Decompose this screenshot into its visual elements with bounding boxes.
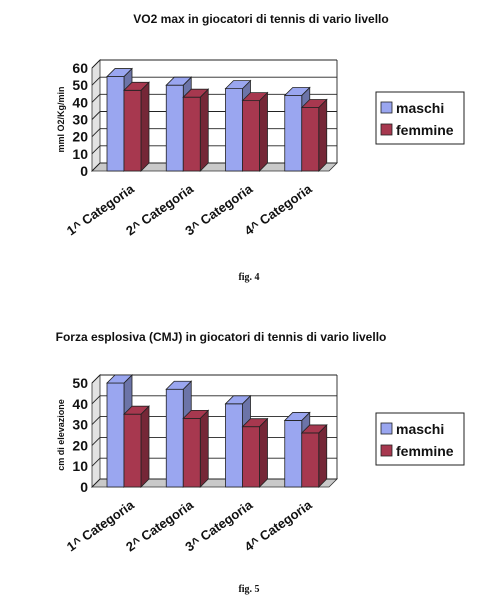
bar-top — [182, 88, 210, 98]
bar-top — [182, 409, 210, 419]
gridline-depth — [91, 457, 101, 467]
y-axis-label: mml O2/Kg/min — [56, 86, 66, 152]
bar-top — [300, 99, 328, 108]
gridline-depth — [91, 374, 101, 384]
bar-femmine — [123, 413, 142, 488]
y-tick-label: 0 — [80, 479, 88, 495]
bar-top — [283, 87, 311, 96]
bar-maschi — [165, 388, 184, 488]
y-tick-label: 20 — [72, 129, 88, 145]
bar-femmine — [301, 432, 320, 488]
gridline-depth — [91, 145, 101, 155]
y-axis-ticks: 0 10 20 30 40 50 — [72, 375, 88, 495]
bar-side — [259, 417, 268, 488]
legend-swatch — [380, 444, 393, 457]
bar-top — [106, 68, 133, 77]
y-axis-label: cm di elevazione — [56, 399, 66, 471]
legend-swatch — [380, 101, 393, 114]
gridline-depth — [91, 76, 101, 86]
bar-maschi — [284, 95, 303, 172]
bar-maschi — [284, 420, 303, 488]
y-tick-label: 40 — [72, 94, 88, 110]
bar-top — [224, 80, 252, 89]
y-tick-label: 10 — [72, 146, 88, 162]
bar-top — [300, 424, 328, 434]
bar-side — [140, 81, 150, 172]
x-category-label: 4^ Categoria — [242, 497, 315, 555]
bar-top — [224, 395, 252, 405]
legend-label: maschi — [396, 421, 444, 437]
bar-maschi — [225, 403, 243, 488]
bar-maschi — [225, 88, 243, 172]
bar-side — [140, 405, 150, 488]
gridline-depth — [91, 416, 101, 425]
bar-top — [283, 412, 311, 421]
y-tick-label: 50 — [72, 77, 88, 93]
y-tick-label: 30 — [72, 417, 88, 433]
bar-femmine — [242, 100, 260, 172]
chart-title: VO2 max in giocatori di tennis di vario … — [133, 12, 389, 26]
y-tick-label: 0 — [80, 163, 88, 179]
bar-maschi — [106, 76, 125, 172]
y-tick-label: 40 — [72, 396, 88, 412]
plot-area — [100, 375, 337, 479]
figure-caption: fig. 4 — [238, 272, 260, 283]
y-tick-label: 60 — [72, 60, 88, 76]
gridline-depth — [91, 128, 101, 137]
bar-top — [241, 92, 269, 102]
bar-top — [123, 405, 150, 415]
legend: maschi femmine — [375, 91, 465, 145]
bar-top — [106, 374, 133, 384]
bar-top — [165, 380, 193, 390]
y-tick-label: 20 — [72, 437, 88, 453]
bar-top — [123, 81, 150, 91]
gridline-depth — [91, 94, 101, 103]
bar-femmine — [182, 417, 201, 488]
gridline-depth — [91, 59, 101, 69]
legend-label: maschi — [396, 100, 444, 116]
legend-label: femmine — [396, 122, 454, 138]
bar-femmine — [182, 96, 201, 172]
legend-swatch — [380, 422, 393, 435]
bar-side — [318, 98, 328, 172]
bar-maschi — [106, 382, 125, 488]
bar-femmine — [123, 89, 142, 172]
legend: maschi femmine — [375, 412, 465, 466]
bar-side — [318, 423, 328, 488]
bar-femmine — [301, 107, 320, 172]
bar-femmine — [242, 426, 260, 488]
bar-side — [199, 409, 209, 488]
legend-label: femmine — [396, 443, 454, 459]
gridline-depth — [91, 437, 101, 446]
figure-caption: fig. 5 — [238, 584, 260, 595]
y-tick-label: 30 — [72, 112, 88, 128]
bar-side — [259, 91, 268, 172]
y-tick-label: 10 — [72, 458, 88, 474]
legend-swatch — [380, 123, 393, 136]
bar-top — [165, 76, 193, 86]
plot-side-wall — [91, 374, 101, 488]
gridline-depth — [91, 478, 101, 488]
gridline-depth — [91, 111, 101, 120]
bar-side — [199, 88, 209, 172]
gridline-depth — [91, 395, 101, 405]
chart-title: Forza esplosiva (CMJ) in giocatori di te… — [55, 330, 387, 344]
bar-maschi — [165, 84, 184, 172]
gridline-depth — [91, 162, 101, 172]
bar-top — [241, 418, 269, 428]
x-category-label: 4^ Categoria — [242, 181, 315, 239]
y-tick-label: 50 — [72, 375, 88, 391]
